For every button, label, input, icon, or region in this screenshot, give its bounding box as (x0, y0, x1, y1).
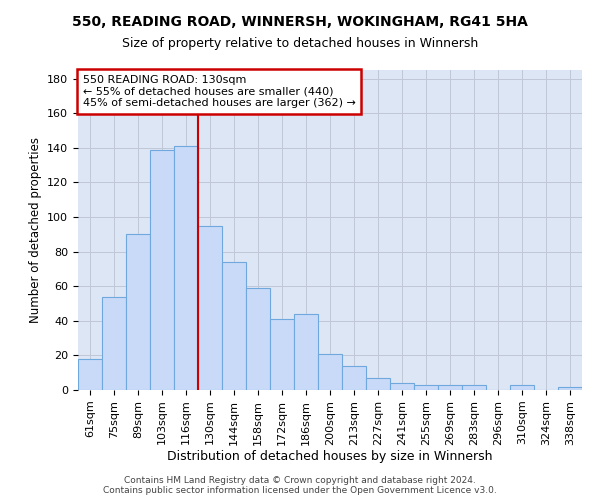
Text: 550, READING ROAD, WINNERSH, WOKINGHAM, RG41 5HA: 550, READING ROAD, WINNERSH, WOKINGHAM, … (72, 15, 528, 29)
Bar (558, 386, 582, 390)
Bar (174, 146, 198, 390)
Bar (438, 385, 462, 390)
Bar (246, 288, 270, 390)
Bar (198, 226, 222, 390)
Bar (270, 319, 294, 390)
Bar (390, 383, 414, 390)
Bar (150, 150, 174, 390)
Bar (462, 385, 486, 390)
Y-axis label: Number of detached properties: Number of detached properties (29, 137, 41, 323)
Bar (366, 378, 390, 390)
Bar (102, 296, 126, 390)
Text: Contains HM Land Registry data © Crown copyright and database right 2024.
Contai: Contains HM Land Registry data © Crown c… (103, 476, 497, 495)
X-axis label: Distribution of detached houses by size in Winnersh: Distribution of detached houses by size … (167, 450, 493, 464)
Bar (222, 262, 246, 390)
Text: 550 READING ROAD: 130sqm
← 55% of detached houses are smaller (440)
45% of semi-: 550 READING ROAD: 130sqm ← 55% of detach… (83, 75, 356, 108)
Bar (294, 314, 318, 390)
Bar (414, 385, 438, 390)
Bar (342, 366, 366, 390)
Bar (510, 385, 534, 390)
Bar (318, 354, 342, 390)
Bar (78, 359, 102, 390)
Text: Size of property relative to detached houses in Winnersh: Size of property relative to detached ho… (122, 38, 478, 51)
Bar (126, 234, 150, 390)
